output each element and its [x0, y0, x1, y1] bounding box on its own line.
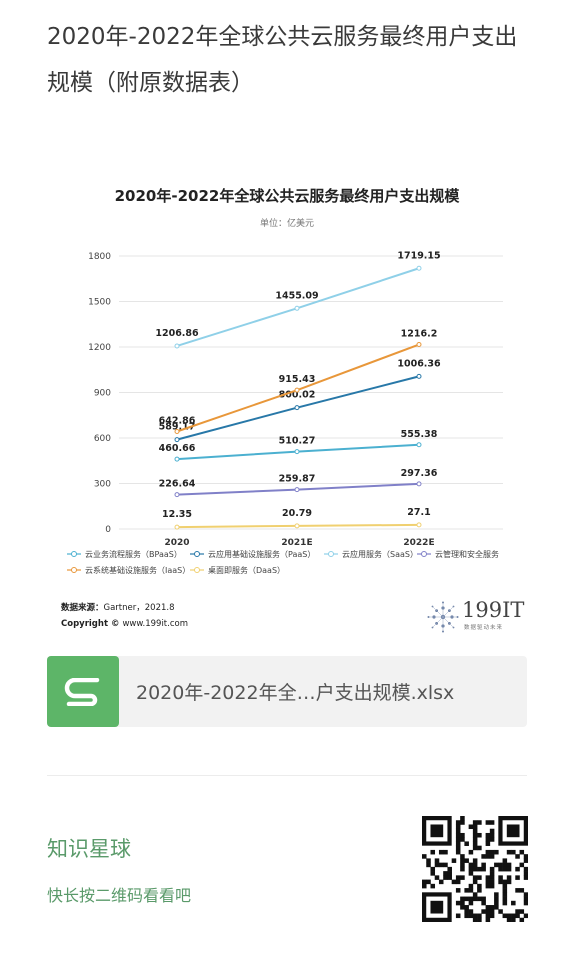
logo-mark-icon: [427, 601, 459, 633]
legend-marker: [71, 567, 77, 573]
data-point: [416, 522, 422, 528]
data-label: 12.35: [162, 509, 192, 520]
data-point: [416, 442, 422, 448]
legend-marker: [421, 551, 427, 557]
y-tick-label: 1800: [88, 252, 111, 262]
legend-label: 桌面即服务（DaaS）: [208, 565, 285, 575]
logo-199it: 199IT 数据驱动未来: [426, 598, 525, 638]
data-label: 915.43: [279, 374, 316, 385]
data-point: [174, 343, 180, 349]
data-label: 589.17: [159, 422, 196, 433]
chart-image: 2020年-2022年全球公共云服务最终用户支出规模单位：亿美元 0 300 600 9…: [47, 168, 527, 646]
data-label: 226.64: [159, 479, 196, 490]
data-label: 460.66: [159, 443, 196, 454]
data-label: 20.79: [282, 508, 312, 519]
data-point: [174, 456, 180, 462]
data-point: [416, 265, 422, 271]
y-tick-label: 600: [94, 434, 111, 444]
chart-title: 2020年-2022年全球公共云服务最终用户支出规模: [115, 187, 461, 205]
attachment-card[interactable]: 2020年-2022年全…户支出规模.xlsx: [47, 656, 527, 727]
data-point: [294, 387, 300, 393]
data-label: 1216.2: [401, 329, 438, 340]
y-tick-label: 1500: [88, 298, 111, 308]
logo-subtitle: 数据驱动未来: [464, 625, 504, 631]
y-tick-label: 900: [94, 389, 111, 399]
copyright-text: Copyright © www.199it.com: [61, 619, 188, 629]
data-point: [174, 428, 180, 434]
footer-subtitle: 快长按二维码看看吧: [47, 886, 192, 905]
legend-marker: [71, 551, 77, 557]
data-point: [294, 487, 300, 493]
legend-label: 云业务流程服务（BPaaS）: [85, 549, 182, 559]
source-text: 数据来源：Gartner，2021.8: [61, 602, 175, 613]
x-tick-label: 2020: [164, 538, 189, 548]
legend-marker: [194, 551, 200, 557]
data-label: 1455.09: [275, 290, 318, 301]
logo-text: 199IT: [462, 598, 525, 622]
y-tick-label: 1200: [88, 343, 111, 353]
attachment-file-name[interactable]: 2020年-2022年全…户支出规模.xlsx: [136, 682, 455, 704]
data-label: 259.87: [279, 474, 316, 485]
legend-label: 云应用基础设施服务（PaaS）: [208, 549, 315, 559]
legend-label: 云应用服务（SaaS）: [342, 549, 418, 559]
y-tick-label: 300: [94, 480, 111, 490]
data-point: [294, 305, 300, 311]
x-tick-label: 2022E: [403, 538, 434, 548]
data-label: 297.36: [401, 468, 438, 479]
data-point: [294, 449, 300, 455]
data-point: [416, 342, 422, 348]
data-label: 555.38: [401, 429, 438, 440]
legend-marker: [328, 551, 334, 557]
data-point: [416, 481, 422, 487]
divider: [47, 775, 527, 776]
data-point: [294, 523, 300, 529]
data-label: 1006.36: [397, 358, 441, 369]
data-point: [174, 524, 180, 530]
data-label: 1719.15: [397, 250, 440, 261]
legend-label: 云管理和安全服务: [435, 549, 499, 559]
data-point: [416, 373, 422, 379]
page-title: 2020年-2022年全球公共云服务最终用户支出规模（附原数据表）: [47, 24, 518, 96]
data-label: 800.02: [279, 390, 316, 401]
y-tick-label: 0: [105, 525, 111, 535]
data-point: [174, 437, 180, 443]
data-label: 510.27: [279, 436, 316, 447]
legend-label: 云系统基础设施服务（IaaS）: [85, 565, 190, 575]
x-tick-label: 2021E: [281, 538, 312, 548]
chart-subtitle: 单位：亿美元: [260, 217, 314, 229]
data-label: 1206.86: [155, 328, 199, 339]
data-point: [294, 405, 300, 411]
footer-title: 知识星球: [47, 837, 131, 861]
data-label: 27.1: [407, 507, 430, 518]
data-label: 642.86: [159, 415, 196, 426]
legend-marker: [194, 567, 200, 573]
data-point: [174, 492, 180, 498]
qr-code-icon[interactable]: [422, 816, 528, 922]
spreadsheet-icon: [47, 656, 119, 727]
